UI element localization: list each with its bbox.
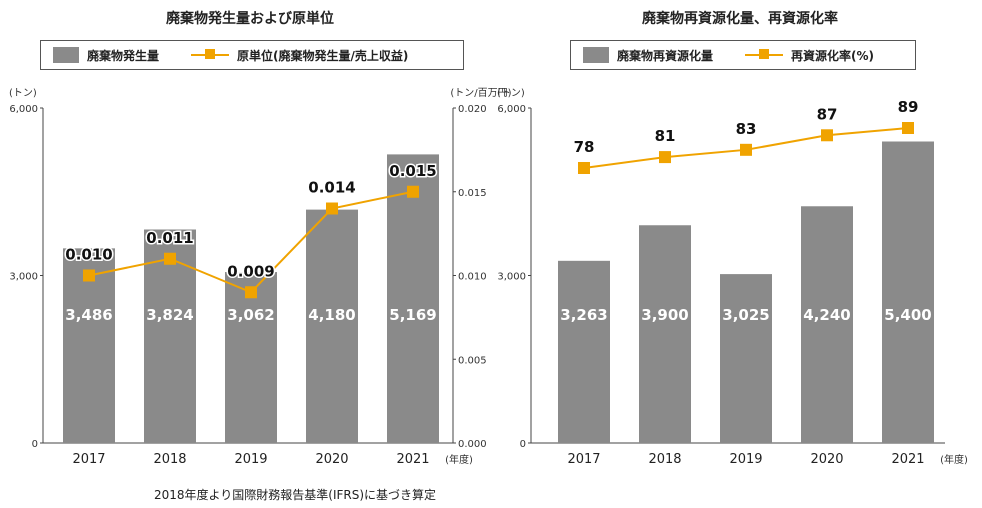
line-point — [164, 252, 176, 265]
legend-label: 廃棄物発生量 — [87, 48, 160, 63]
line-value-label: 0.015 — [389, 162, 436, 180]
x-tick-label: 2018 — [153, 452, 186, 467]
y-axis-unit-left: (トン) — [9, 88, 37, 99]
bar-value-label: 5,400 — [884, 306, 931, 324]
line-point — [326, 202, 338, 215]
y-axis-unit-right: (トン/百万円) — [450, 87, 511, 99]
right-chart-legend: 廃棄物再資源化量 再資源化率(%) — [570, 40, 916, 70]
y-tick-label-left: 0 — [32, 439, 38, 450]
line-point — [659, 151, 671, 164]
legend-label: 原単位(廃棄物発生量/売上収益) — [237, 48, 409, 63]
x-tick-label: 2021 — [396, 452, 429, 467]
y-tick-label-left: 3,000 — [9, 272, 38, 283]
y-tick-label-right: 0.010 — [458, 272, 487, 283]
x-tick-label: 2021 — [891, 452, 924, 467]
legend-bar-swatch — [583, 47, 609, 63]
legend-item-intensity: 原単位(廃棄物発生量/売上収益) — [191, 47, 408, 64]
bar-value-label: 4,180 — [308, 306, 355, 324]
y-tick-label-left: 3,000 — [497, 272, 526, 283]
bar — [387, 154, 439, 443]
line-value-label: 89 — [898, 98, 919, 116]
legend-label: 廃棄物再資源化量 — [617, 48, 714, 63]
bar — [558, 260, 610, 443]
line-point — [902, 122, 914, 134]
legend-line-marker — [191, 49, 230, 59]
x-tick-label: 2018 — [648, 452, 681, 467]
bar — [801, 206, 853, 443]
bar — [306, 209, 358, 443]
x-tick-label: 2020 — [810, 452, 843, 467]
x-axis-unit: (年度) — [445, 453, 473, 466]
legend-item-waste-generated: 廃棄物発生量 — [53, 47, 159, 64]
legend-bar-swatch — [53, 47, 79, 63]
bar-value-label: 4,240 — [803, 306, 850, 324]
bar-value-label: 3,062 — [227, 306, 274, 324]
bar-value-label: 3,025 — [722, 306, 769, 324]
y-tick-label-left: 6,000 — [497, 104, 526, 115]
y-tick-label-left: 6,000 — [9, 104, 38, 115]
y-tick-label-right: 0.000 — [458, 439, 487, 450]
x-tick-label: 2017 — [72, 452, 105, 467]
line-value-label: 83 — [736, 120, 757, 138]
line-point — [578, 162, 590, 174]
bar-value-label: 3,486 — [65, 306, 112, 324]
y-axis-unit-left: (トン) — [497, 88, 525, 99]
bar-value-label: 3,263 — [560, 306, 607, 324]
bar — [639, 225, 691, 443]
footnote: 2018年度より国際財務報告基準(IFRS)に基づき算定 — [153, 488, 437, 502]
line-value-label: 81 — [655, 127, 676, 145]
legend-item-waste-recycled: 廃棄物再資源化量 — [583, 47, 713, 64]
bar — [225, 272, 277, 443]
line-point — [245, 286, 257, 299]
legend-label: 再資源化率(%) — [791, 48, 875, 63]
line-value-label: 78 — [574, 138, 595, 156]
legend-item-recycling-rate: 再資源化率(%) — [745, 47, 874, 64]
line-point — [407, 185, 419, 198]
y-tick-label-right: 0.020 — [458, 104, 487, 115]
bar-value-label: 5,169 — [389, 306, 436, 324]
line-value-label: 0.011 — [146, 229, 193, 247]
line-value-label: 0.014 — [308, 179, 355, 197]
bar-value-label: 3,900 — [641, 306, 688, 324]
y-tick-label-right: 0.015 — [458, 188, 487, 199]
line-point — [821, 129, 833, 142]
left-chart-legend: 廃棄物発生量 原単位(廃棄物発生量/売上収益) — [40, 40, 464, 70]
line-value-label: 87 — [817, 105, 838, 123]
right-chart-title: 廃棄物再資源化量、再資源化率 — [642, 11, 838, 27]
x-tick-label: 2019 — [729, 452, 762, 467]
y-tick-label-right: 0.005 — [458, 355, 487, 366]
bar — [720, 274, 772, 443]
line-value-label: 0.009 — [227, 262, 274, 280]
x-tick-label: 2020 — [315, 452, 348, 467]
bar-value-label: 3,824 — [146, 306, 193, 324]
line-point — [740, 143, 752, 156]
line-value-label: 0.010 — [65, 246, 112, 264]
y-tick-label-left: 0 — [520, 439, 526, 450]
bar — [882, 141, 934, 443]
x-tick-label: 2019 — [234, 452, 267, 467]
line-point — [83, 269, 95, 282]
x-axis-unit: (年度) — [940, 453, 968, 466]
legend-line-marker — [745, 49, 784, 59]
left-chart-title: 廃棄物発生量および原単位 — [166, 11, 334, 27]
x-tick-label: 2017 — [567, 452, 600, 467]
